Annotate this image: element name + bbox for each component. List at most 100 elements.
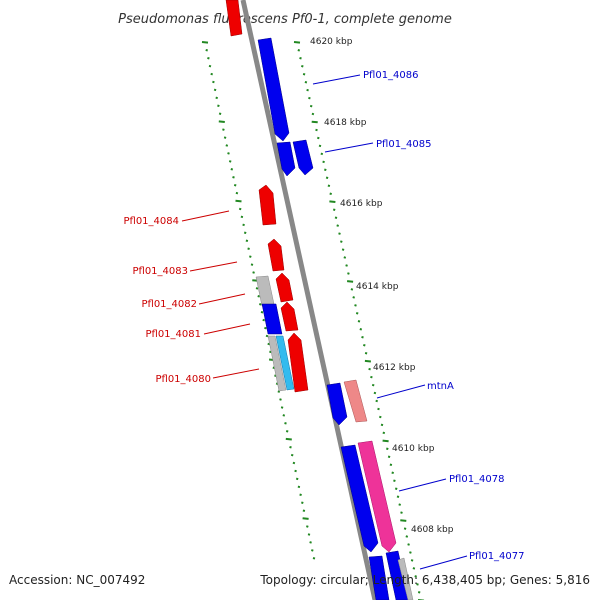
minor-tick [322, 160, 325, 164]
minor-tick [410, 559, 414, 562]
minor-tick [257, 295, 260, 298]
minor-tick [386, 447, 389, 451]
minor-tick [225, 144, 229, 147]
minor-tick [400, 511, 403, 514]
minor-tick [334, 216, 338, 219]
minor-tick [290, 453, 294, 457]
minor-tick [309, 104, 313, 108]
minor-tick [267, 342, 270, 346]
gene-grey-b [267, 335, 287, 392]
minor-tick [364, 351, 368, 355]
minor-tick [277, 390, 281, 393]
minor-tick [308, 96, 311, 100]
gene-pfl01-4084 [258, 184, 277, 226]
outer-tick-track [293, 41, 425, 600]
gene-salmon [343, 379, 368, 423]
gene-label-pfl01-4077[interactable]: Pfl01_4077 [469, 551, 525, 562]
gene-label-pfl01-4082[interactable]: Pfl01_4082 [141, 299, 197, 310]
minor-tick [265, 334, 269, 338]
minor-tick [317, 136, 320, 140]
minor-tick [373, 391, 377, 395]
minor-tick [311, 549, 314, 552]
minor-tick [405, 535, 409, 538]
major-tick [311, 120, 318, 124]
minor-tick [398, 503, 401, 506]
minor-tick [361, 335, 364, 339]
gene-label-pfl01-4086[interactable]: Pfl01_4086 [363, 70, 419, 81]
gene-pfl01-4081 [280, 301, 299, 332]
minor-tick [309, 541, 312, 544]
gene-mtna [326, 382, 348, 426]
gene-label-mtna[interactable]: mtnA [427, 381, 454, 392]
minor-tick [223, 136, 227, 139]
major-tick [201, 41, 209, 44]
minor-tick [391, 471, 394, 475]
ruler-labels: 4620 kbp 4618 kbp 4616 kbp 4614 kbp 4612… [310, 37, 454, 535]
gene-pfl01-4078 [340, 444, 379, 553]
gene-cyan [275, 335, 295, 391]
gene-pfl01-4086 [257, 37, 290, 142]
minor-tick [247, 247, 250, 250]
minor-tick [336, 224, 339, 227]
minor-tick [250, 263, 254, 266]
minor-tick [409, 551, 412, 554]
minor-tick [347, 272, 350, 275]
minor-tick [249, 255, 252, 258]
forward-label-leaders [312, 74, 468, 570]
minor-tick [370, 375, 373, 379]
reverse-strand-genes [225, 0, 309, 393]
minor-tick [233, 183, 237, 187]
forward-gene-labels: Pfl01_4086 Pfl01_4085 mtnA Pfl01_4078 Pf… [363, 70, 525, 562]
minor-tick [371, 383, 375, 387]
minor-tick [416, 583, 419, 586]
major-tick [364, 359, 371, 363]
minor-tick [357, 320, 361, 323]
gene-pfl01-4085-b [292, 139, 314, 176]
major-tick [218, 120, 225, 123]
gene-label-pfl01-4078[interactable]: Pfl01_4078 [449, 474, 505, 485]
gene-label-pfl01-4080[interactable]: Pfl01_4080 [155, 374, 211, 385]
accession-text: Accession: NC_007492 [9, 573, 146, 587]
minor-tick [363, 343, 366, 347]
minor-tick [255, 287, 259, 290]
minor-tick [329, 192, 332, 196]
minor-tick [279, 398, 282, 401]
minor-tick [414, 575, 417, 578]
minor-tick [235, 191, 239, 195]
minor-tick [242, 223, 245, 227]
minor-tick [306, 88, 309, 92]
gene-label-pfl01-4083[interactable]: Pfl01_4083 [132, 266, 188, 277]
major-tick [400, 519, 407, 522]
gene-blue-small [261, 303, 283, 335]
major-tick [235, 199, 242, 203]
gene-pfl01-4077-b [385, 550, 410, 600]
minor-tick [396, 495, 400, 498]
minor-tick [302, 72, 306, 76]
minor-tick [343, 256, 347, 259]
ruler-label: 4618 kbp [324, 118, 367, 128]
minor-tick [297, 485, 301, 489]
gene-label-pfl01-4084[interactable]: Pfl01_4084 [123, 216, 179, 227]
major-tick [382, 439, 389, 443]
minor-tick [355, 312, 359, 315]
minor-tick [227, 152, 230, 155]
minor-tick [350, 288, 354, 291]
minor-tick [325, 176, 329, 180]
minor-tick [238, 207, 242, 211]
gene-label-pfl01-4085[interactable]: Pfl01_4085 [376, 139, 432, 150]
minor-tick [377, 407, 380, 411]
minor-tick [327, 184, 331, 188]
major-tick [347, 280, 354, 283]
minor-tick [299, 493, 302, 497]
minor-tick [222, 128, 225, 131]
minor-tick [318, 144, 322, 148]
minor-tick [393, 479, 396, 482]
gene-label-pfl01-4081[interactable]: Pfl01_4081 [145, 329, 201, 340]
minor-tick [285, 430, 289, 433]
gene-pfl01-4083 [267, 238, 285, 272]
minor-tick [332, 208, 336, 211]
minor-tick [245, 239, 249, 243]
map-title: Pseudomonas fluorescens Pf0-1, complete … [118, 12, 452, 27]
minor-tick [217, 104, 220, 108]
